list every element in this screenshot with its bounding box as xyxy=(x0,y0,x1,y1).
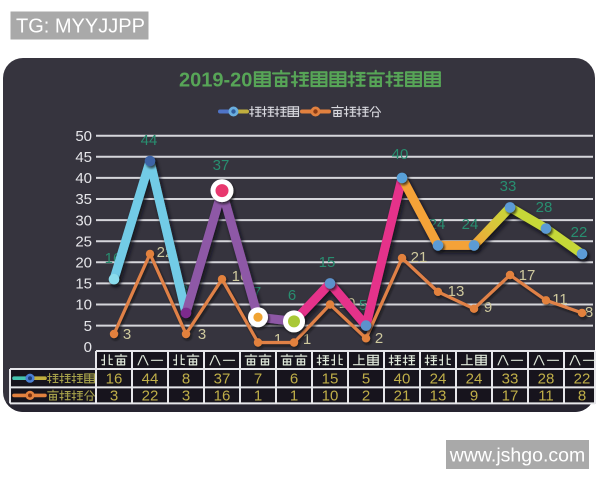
svg-text:22: 22 xyxy=(142,388,159,405)
svg-text:13: 13 xyxy=(430,388,447,405)
svg-text:1: 1 xyxy=(303,331,311,348)
svg-text:22: 22 xyxy=(574,370,591,387)
svg-text:40: 40 xyxy=(75,170,92,187)
svg-text:16: 16 xyxy=(214,388,231,405)
svg-text:5: 5 xyxy=(359,297,367,314)
svg-text:3: 3 xyxy=(182,388,190,405)
svg-text:0: 0 xyxy=(84,339,92,356)
svg-text:50: 50 xyxy=(75,128,92,145)
svg-text:www.jshgo.com: www.jshgo.com xyxy=(449,445,585,467)
svg-text:1: 1 xyxy=(254,388,262,405)
svg-text:6: 6 xyxy=(288,287,296,304)
svg-text:2019-20: 2019-20 xyxy=(179,70,252,92)
svg-text:16: 16 xyxy=(106,370,123,387)
svg-text:2: 2 xyxy=(362,388,370,405)
svg-text:30: 30 xyxy=(75,212,92,229)
svg-text:1: 1 xyxy=(274,331,282,348)
svg-text:24: 24 xyxy=(466,370,483,387)
svg-text:22: 22 xyxy=(571,224,588,241)
svg-text:20: 20 xyxy=(75,255,92,272)
svg-text:44: 44 xyxy=(141,132,158,149)
svg-text:45: 45 xyxy=(75,149,92,166)
svg-text:40: 40 xyxy=(392,146,409,163)
svg-text:37: 37 xyxy=(214,370,231,387)
svg-text:21: 21 xyxy=(394,388,411,405)
svg-text:24: 24 xyxy=(430,370,447,387)
svg-text:21: 21 xyxy=(411,249,428,266)
svg-text:40: 40 xyxy=(394,370,411,387)
svg-text:5: 5 xyxy=(362,370,370,387)
svg-text:TG: MYYJJPP: TG: MYYJJPP xyxy=(16,16,145,38)
svg-text:3: 3 xyxy=(123,326,131,343)
svg-text:37: 37 xyxy=(213,157,230,174)
svg-text:8: 8 xyxy=(585,304,593,321)
svg-text:13: 13 xyxy=(448,283,465,300)
svg-text:3: 3 xyxy=(198,326,206,343)
svg-text:15: 15 xyxy=(319,254,336,271)
svg-text:15: 15 xyxy=(75,276,92,293)
svg-text:15: 15 xyxy=(322,370,339,387)
svg-text:10: 10 xyxy=(75,297,92,314)
svg-text:8: 8 xyxy=(182,370,190,387)
svg-text:7: 7 xyxy=(253,284,261,301)
svg-text:28: 28 xyxy=(536,199,553,216)
svg-text:25: 25 xyxy=(75,233,92,250)
svg-text:7: 7 xyxy=(254,370,262,387)
svg-text:17: 17 xyxy=(502,388,519,405)
svg-text:33: 33 xyxy=(502,370,519,387)
svg-text:2: 2 xyxy=(375,330,383,347)
svg-text:9: 9 xyxy=(484,299,492,316)
svg-text:9: 9 xyxy=(470,388,478,405)
svg-text:1: 1 xyxy=(290,388,298,405)
svg-text:28: 28 xyxy=(538,370,555,387)
svg-text:17: 17 xyxy=(519,267,536,284)
svg-text:35: 35 xyxy=(75,191,92,208)
svg-text:3: 3 xyxy=(110,388,118,405)
svg-text:44: 44 xyxy=(142,370,159,387)
svg-text:33: 33 xyxy=(500,178,517,195)
svg-text:5: 5 xyxy=(84,318,92,335)
svg-text:10: 10 xyxy=(322,388,339,405)
svg-text:11: 11 xyxy=(538,388,554,405)
svg-text:8: 8 xyxy=(578,388,586,405)
svg-text:6: 6 xyxy=(290,370,298,387)
svg-text:24: 24 xyxy=(462,216,479,233)
